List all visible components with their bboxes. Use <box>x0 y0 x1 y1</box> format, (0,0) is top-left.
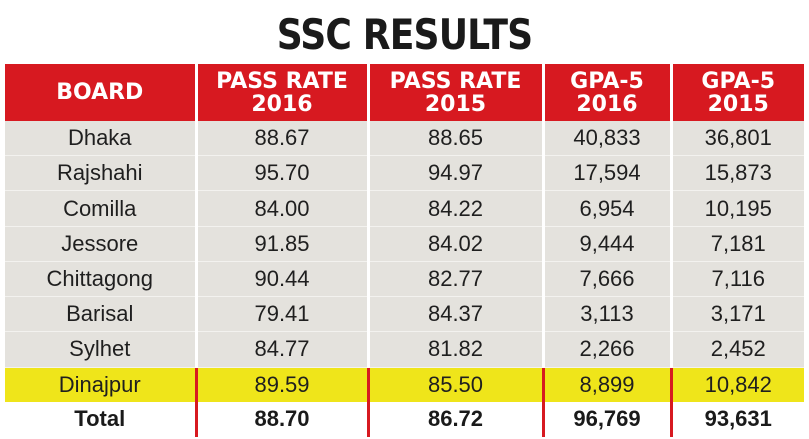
cell-pass-rate-2015: 86.72 <box>368 401 545 437</box>
cell-gpa5-2015: 3,171 <box>671 296 804 333</box>
table-body: Dhaka 88.67 88.65 40,833 36,801 Rajshahi 95.70… <box>5 121 804 437</box>
cell-board: Barisal <box>5 296 198 333</box>
column-header-pass-rate-2015: PASS RATE 2015 <box>368 64 545 121</box>
ssc-results-table: BOARD PASS RATE 2016 PASS RATE 2015 GPA-5 2016… <box>5 64 804 437</box>
cell-pass-rate-2016: 91.85 <box>196 226 370 262</box>
cell-gpa5-2015: 7,181 <box>671 226 804 262</box>
cell-pass-rate-2015: 84.37 <box>368 296 545 333</box>
table-row: Dinajpur 89.59 85.50 8,899 10,842 <box>5 367 804 402</box>
cell-gpa5-2016: 7,666 <box>543 261 673 298</box>
table-row: Rajshahi 95.70 94.97 17,594 15,873 <box>5 155 804 192</box>
column-header-line2: 2016 <box>251 91 313 117</box>
table-row: Barisal 79.41 84.37 3,113 3,171 <box>5 296 804 333</box>
cell-gpa5-2015: 10,842 <box>671 367 804 402</box>
cell-gpa5-2015: 7,116 <box>671 261 804 298</box>
column-header-pass-rate-2016: PASS RATE 2016 <box>196 64 370 121</box>
cell-pass-rate-2015: 81.82 <box>368 331 545 368</box>
total-row: Total 88.70 86.72 96,769 93,631 <box>5 401 804 437</box>
cell-pass-rate-2015: 84.02 <box>368 226 545 262</box>
cell-gpa5-2015: 2,452 <box>671 331 804 368</box>
table-row: Dhaka 88.67 88.65 40,833 36,801 <box>5 121 804 157</box>
cell-board: Comilla <box>5 190 198 227</box>
cell-pass-rate-2016: 84.77 <box>196 331 370 368</box>
cell-pass-rate-2015: 84.22 <box>368 190 545 227</box>
column-header-line1: PASS RATE <box>216 68 348 94</box>
cell-gpa5-2016: 17,594 <box>543 155 673 192</box>
cell-pass-rate-2016: 88.67 <box>196 121 370 157</box>
cell-pass-rate-2016: 79.41 <box>196 296 370 333</box>
cell-pass-rate-2015: 82.77 <box>368 261 545 298</box>
table-row: Jessore 91.85 84.02 9,444 7,181 <box>5 226 804 262</box>
cell-gpa5-2016: 8,899 <box>543 367 673 402</box>
cell-gpa5-2016: 6,954 <box>543 190 673 227</box>
cell-pass-rate-2015: 94.97 <box>368 155 545 192</box>
column-header-line1: BOARD <box>56 80 144 105</box>
column-header-line2: 2016 <box>576 91 638 117</box>
cell-gpa5-2016: 9,444 <box>543 226 673 262</box>
cell-pass-rate-2015: 88.65 <box>368 121 545 157</box>
header-row: BOARD PASS RATE 2016 PASS RATE 2015 GPA-5 2016… <box>5 64 804 121</box>
cell-gpa5-2015: 93,631 <box>671 401 804 437</box>
cell-gpa5-2016: 2,266 <box>543 331 673 368</box>
cell-pass-rate-2016: 89.59 <box>196 367 370 402</box>
table-row: Sylhet 84.77 81.82 2,266 2,452 <box>5 331 804 368</box>
cell-pass-rate-2016: 90.44 <box>196 261 370 298</box>
cell-board: Jessore <box>5 226 198 262</box>
cell-pass-rate-2016: 88.70 <box>196 401 370 437</box>
column-header-gpa5-2016: GPA-5 2016 <box>543 64 673 121</box>
cell-pass-rate-2016: 95.70 <box>196 155 370 192</box>
cell-gpa5-2015: 15,873 <box>671 155 804 192</box>
cell-board: Dinajpur <box>5 367 198 402</box>
column-header-gpa5-2015: GPA-5 2015 <box>671 64 804 121</box>
table-row: Comilla 84.00 84.22 6,954 10,195 <box>5 190 804 227</box>
cell-gpa5-2015: 36,801 <box>671 121 804 157</box>
table-title: SSC RESULTS <box>276 10 533 59</box>
cell-board: Total <box>5 401 198 437</box>
cell-board: Chittagong <box>5 261 198 298</box>
cell-gpa5-2016: 3,113 <box>543 296 673 333</box>
cell-gpa5-2015: 10,195 <box>671 190 804 227</box>
table-row: Chittagong 90.44 82.77 7,666 7,116 <box>5 261 804 298</box>
cell-board: Dhaka <box>5 121 198 157</box>
column-header-line1: GPA-5 <box>701 68 776 94</box>
cell-pass-rate-2015: 85.50 <box>368 367 545 402</box>
cell-board: Rajshahi <box>5 155 198 192</box>
column-header-line2: 2015 <box>707 91 769 117</box>
cell-gpa5-2016: 96,769 <box>543 401 673 437</box>
cell-gpa5-2016: 40,833 <box>543 121 673 157</box>
column-header-line2: 2015 <box>424 91 487 117</box>
cell-pass-rate-2016: 84.00 <box>196 190 370 227</box>
column-header-line1: GPA-5 <box>570 68 644 94</box>
table-header: BOARD PASS RATE 2016 PASS RATE 2015 GPA-5 2016… <box>5 64 804 121</box>
column-header-board: BOARD <box>5 64 198 121</box>
cell-board: Sylhet <box>5 331 198 368</box>
column-header-line1: PASS RATE <box>389 68 522 94</box>
